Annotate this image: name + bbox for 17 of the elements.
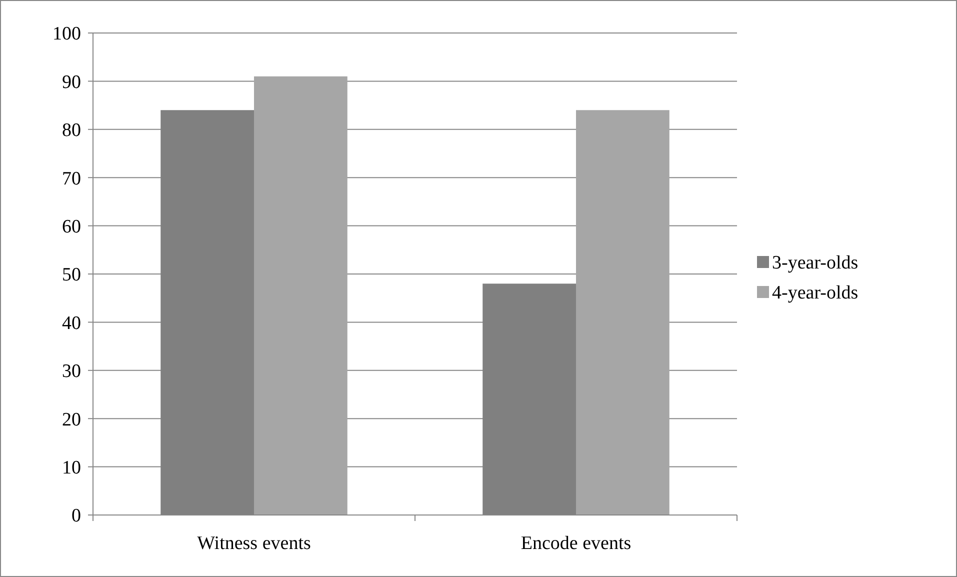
y-tick-label: 80 bbox=[62, 120, 81, 142]
bar bbox=[254, 76, 348, 515]
y-tick-label: 90 bbox=[62, 72, 81, 93]
y-tick-label: 20 bbox=[62, 409, 81, 430]
y-tick-label: 60 bbox=[62, 216, 81, 238]
y-tick-label: 50 bbox=[62, 264, 81, 286]
x-tick-label: Witness events bbox=[197, 533, 311, 554]
y-tick-label: 30 bbox=[62, 361, 81, 382]
y-tick-label: 100 bbox=[52, 24, 81, 45]
legend-label: 4-year-olds bbox=[772, 282, 858, 304]
y-tick-label: 0 bbox=[72, 506, 81, 527]
y-tick-label: 10 bbox=[62, 457, 81, 478]
y-tick-label: 40 bbox=[62, 312, 81, 334]
bar bbox=[576, 110, 670, 515]
x-tick-label: Encode events bbox=[520, 533, 632, 554]
legend-label: 3-year-olds bbox=[772, 252, 858, 274]
y-tick-label: 70 bbox=[62, 168, 81, 190]
